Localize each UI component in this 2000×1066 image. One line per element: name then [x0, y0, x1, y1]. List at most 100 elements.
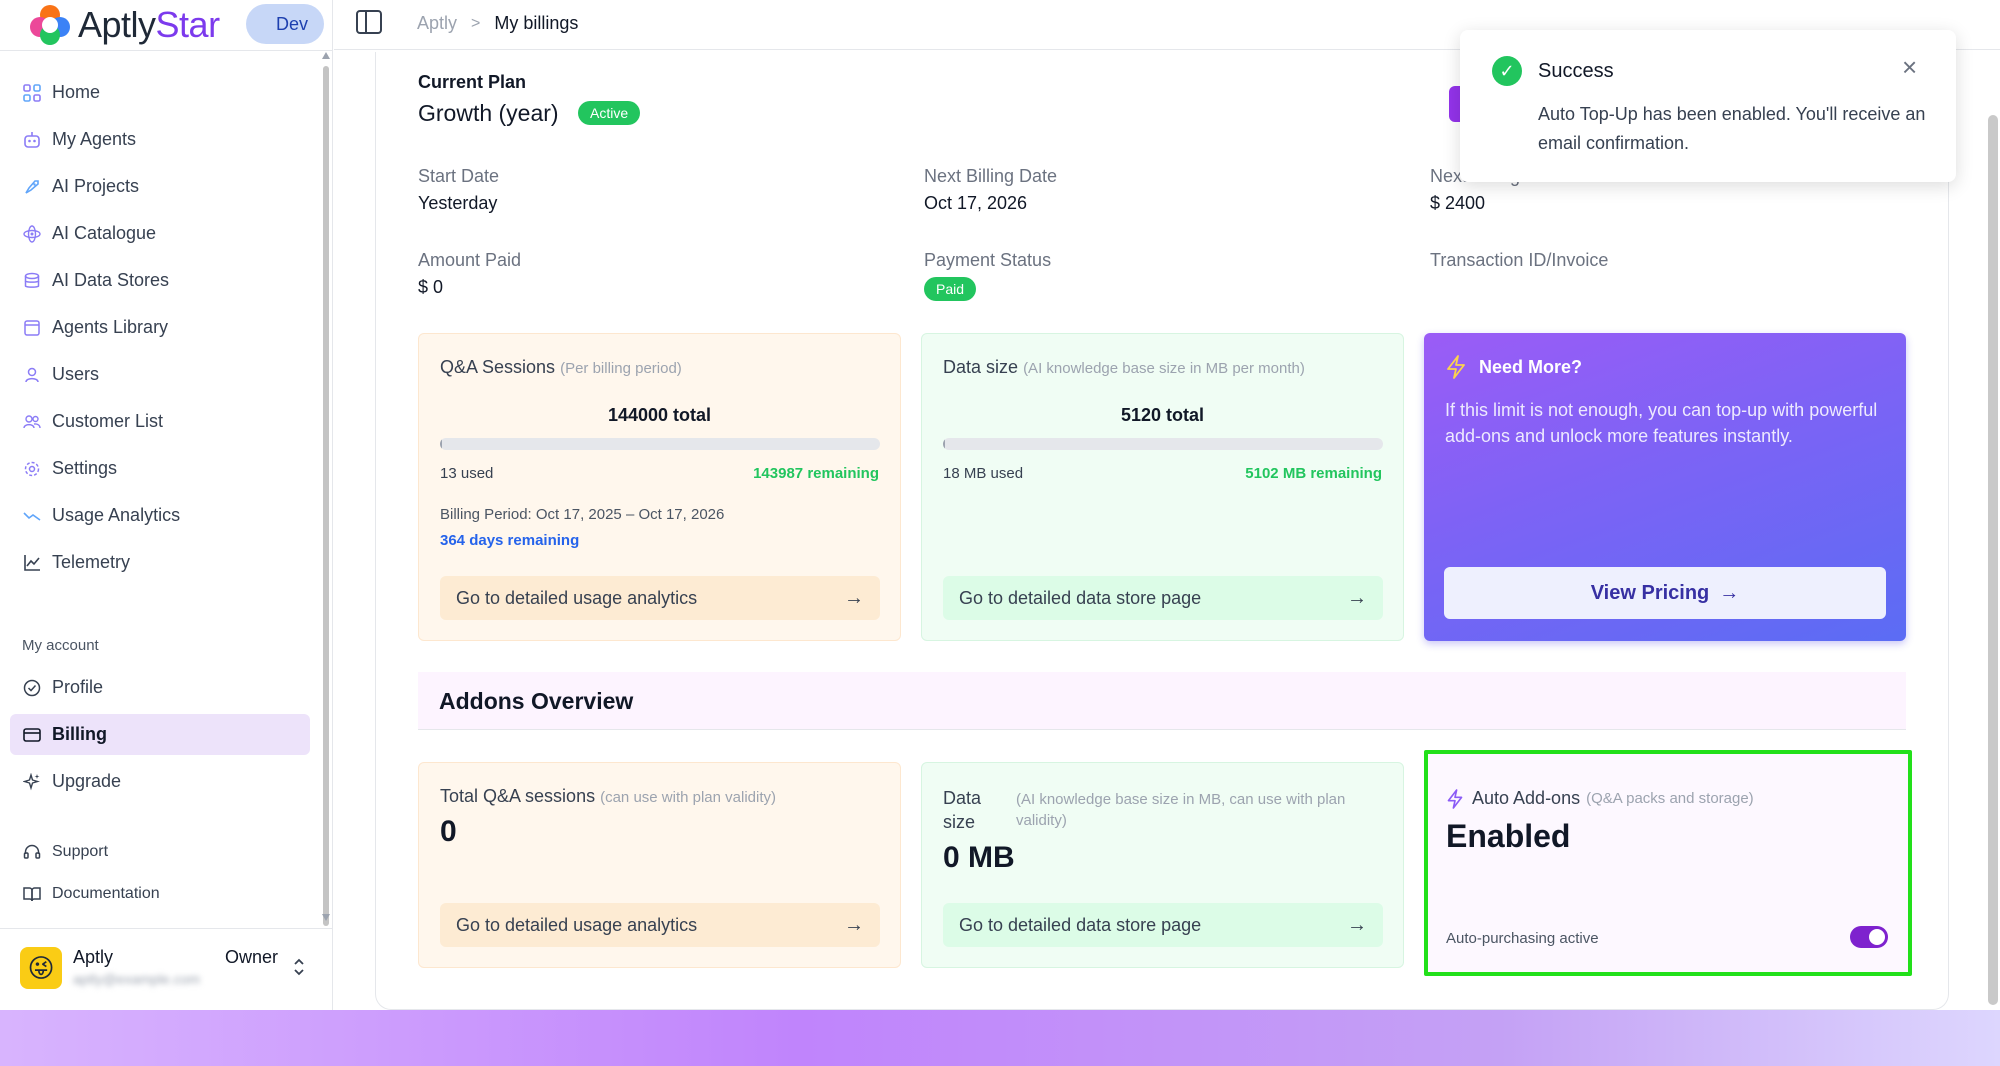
addon-data-card: Data size (AI knowledge base size in MB, …	[921, 762, 1404, 968]
sidebar-item-label: Support	[52, 843, 109, 860]
sidebar-item-home[interactable]: Home	[10, 72, 310, 113]
my-account-heading: My account	[22, 636, 99, 654]
link-label: Go to detailed usage analytics	[456, 914, 698, 935]
button-label: View Pricing	[1590, 581, 1710, 604]
gear-icon	[22, 459, 42, 479]
usage-progress-bar	[440, 438, 880, 450]
link-label: Go to detailed usage analytics	[456, 587, 698, 608]
page-scrollbar[interactable]	[1988, 115, 1998, 1005]
environment-pill[interactable]: Dev	[246, 4, 324, 44]
book-icon	[22, 884, 42, 904]
data-store-link[interactable]: Go to detailed data store page →	[943, 576, 1383, 620]
addon-qa-card: Total Q&A sessions (can use with plan va…	[418, 762, 901, 968]
remaining-count: 143987 remaining	[753, 465, 879, 482]
sidebar-item-documentation[interactable]: Documentation	[10, 876, 310, 912]
brand-logo[interactable]: AptlyStar	[30, 4, 220, 46]
sidebar-divider	[0, 50, 333, 51]
scroll-up-icon[interactable]	[322, 52, 330, 59]
sidebar-item-support[interactable]: Support	[10, 834, 310, 870]
line-chart-icon	[22, 553, 42, 573]
chevron-up-down-icon[interactable]	[292, 957, 306, 982]
sidebar-item-users[interactable]: Users	[10, 354, 310, 395]
scroll-down-icon[interactable]	[322, 914, 330, 921]
user-menu[interactable]: 😜 Aptly aptly@example.com Owner	[0, 928, 333, 1010]
used-count: 13 used	[440, 465, 494, 482]
main-nav: Home My Agents AI Projects AI Catalogue …	[10, 72, 310, 589]
check-circle-icon: ✓	[1492, 56, 1522, 86]
sidebar-item-billing[interactable]: Billing	[10, 714, 310, 755]
card-title: Total Q&A sessions (can use with plan va…	[440, 786, 777, 806]
card-icon	[22, 725, 42, 745]
arrow-right-icon: →	[844, 913, 864, 936]
usage-progress-fill	[440, 438, 442, 450]
user-role: Owner	[225, 947, 279, 967]
sidebar-item-label: Profile	[52, 677, 104, 697]
sidebar-item-profile[interactable]: Profile	[10, 667, 310, 708]
link-label: Go to detailed data store page	[959, 914, 1202, 935]
robot-icon	[22, 130, 42, 150]
sidebar-item-settings[interactable]: Settings	[10, 448, 310, 489]
card-title: Data size	[943, 788, 982, 832]
sidebar-item-usage-analytics[interactable]: Usage Analytics	[10, 495, 310, 536]
sidebar-item-label: Agents Library	[52, 317, 169, 337]
users-icon	[22, 412, 42, 432]
breadcrumb: Aptly > My billings	[417, 13, 578, 34]
sidebar-item-ai-projects[interactable]: AI Projects	[10, 166, 310, 207]
data-store-link[interactable]: Go to detailed data store page →	[943, 903, 1383, 947]
sidebar-item-label: Customer List	[52, 411, 164, 431]
sidebar-scrollbar[interactable]	[320, 52, 332, 926]
sidebar-item-upgrade[interactable]: Upgrade	[10, 761, 310, 802]
data-size-card: Data size (AI knowledge base size in MB …	[921, 333, 1404, 641]
sidebar-item-agents-library[interactable]: Agents Library	[10, 307, 310, 348]
usage-analytics-link[interactable]: Go to detailed usage analytics →	[440, 576, 880, 620]
lightning-icon	[1446, 788, 1464, 809]
avatar: 😜	[20, 947, 62, 989]
link-label: Go to detailed data store page	[959, 587, 1202, 608]
transaction-label: Transaction ID/Invoice	[1430, 250, 1609, 270]
arrow-right-icon: →	[844, 586, 864, 609]
sidebar-item-telemetry[interactable]: Telemetry	[10, 542, 310, 583]
sparkle-icon	[22, 772, 42, 792]
check-circle-icon	[22, 678, 42, 698]
sidebar-item-label: Telemetry	[52, 552, 131, 572]
sidebar-toggle-icon[interactable]	[356, 10, 382, 34]
addon-qa-value: 0	[440, 815, 457, 848]
sidebar-item-label: Usage Analytics	[52, 505, 181, 525]
start-date-value: Yesterday	[418, 193, 498, 213]
qa-sessions-card: Q&A Sessions (Per billing period) 144000…	[418, 333, 901, 641]
database-icon	[22, 271, 42, 291]
auto-addons-toggle[interactable]	[1850, 926, 1888, 948]
arrow-right-icon: →	[1719, 581, 1740, 604]
view-pricing-button[interactable]: View Pricing →	[1444, 567, 1886, 619]
plan-name: Growth (year)	[418, 100, 559, 126]
brand-name: AptlyStar	[78, 4, 220, 45]
days-remaining: 364 days remaining	[440, 532, 580, 549]
need-more-card: Need More? If this limit is not enough, …	[1424, 333, 1906, 641]
account-nav: Profile Billing Upgrade	[10, 667, 310, 808]
usage-analytics-link[interactable]: Go to detailed usage analytics →	[440, 903, 880, 947]
logo-mark-icon	[30, 5, 70, 45]
sidebar-item-ai-data-stores[interactable]: AI Data Stores	[10, 260, 310, 301]
toast-message: Auto Top-Up has been enabled. You'll rec…	[1538, 104, 1926, 153]
card-title: Data size (AI knowledge base size in MB …	[943, 357, 1305, 377]
amount-paid-label: Amount Paid	[418, 250, 522, 270]
scrollbar-thumb[interactable]	[323, 66, 329, 926]
arrow-right-icon: →	[1347, 913, 1367, 936]
sidebar-item-label: Settings	[52, 458, 118, 478]
toast-title: Success	[1538, 60, 1614, 82]
remaining-count: 5102 MB remaining	[1245, 465, 1382, 482]
sidebar-item-my-agents[interactable]: My Agents	[10, 119, 310, 160]
card-title: Auto Add-ons (Q&A packs and storage)	[1446, 788, 1754, 809]
breadcrumb-root[interactable]: Aptly	[417, 13, 458, 33]
auto-purchase-note: Auto-purchasing active	[1446, 930, 1599, 947]
sidebar-item-label: Users	[52, 364, 100, 384]
sidebar-item-customer-list[interactable]: Customer List	[10, 401, 310, 442]
payment-status-label: Payment Status	[924, 250, 1052, 270]
next-amount-value: $ 2400	[1430, 193, 1486, 213]
card-total: 144000 total	[607, 405, 712, 425]
close-icon[interactable]: ×	[1902, 52, 1918, 82]
usage-progress-fill	[943, 438, 945, 450]
lightning-icon	[1445, 355, 1467, 379]
sidebar-item-ai-catalogue[interactable]: AI Catalogue	[10, 213, 310, 254]
chevron-right-icon: >	[471, 14, 481, 32]
